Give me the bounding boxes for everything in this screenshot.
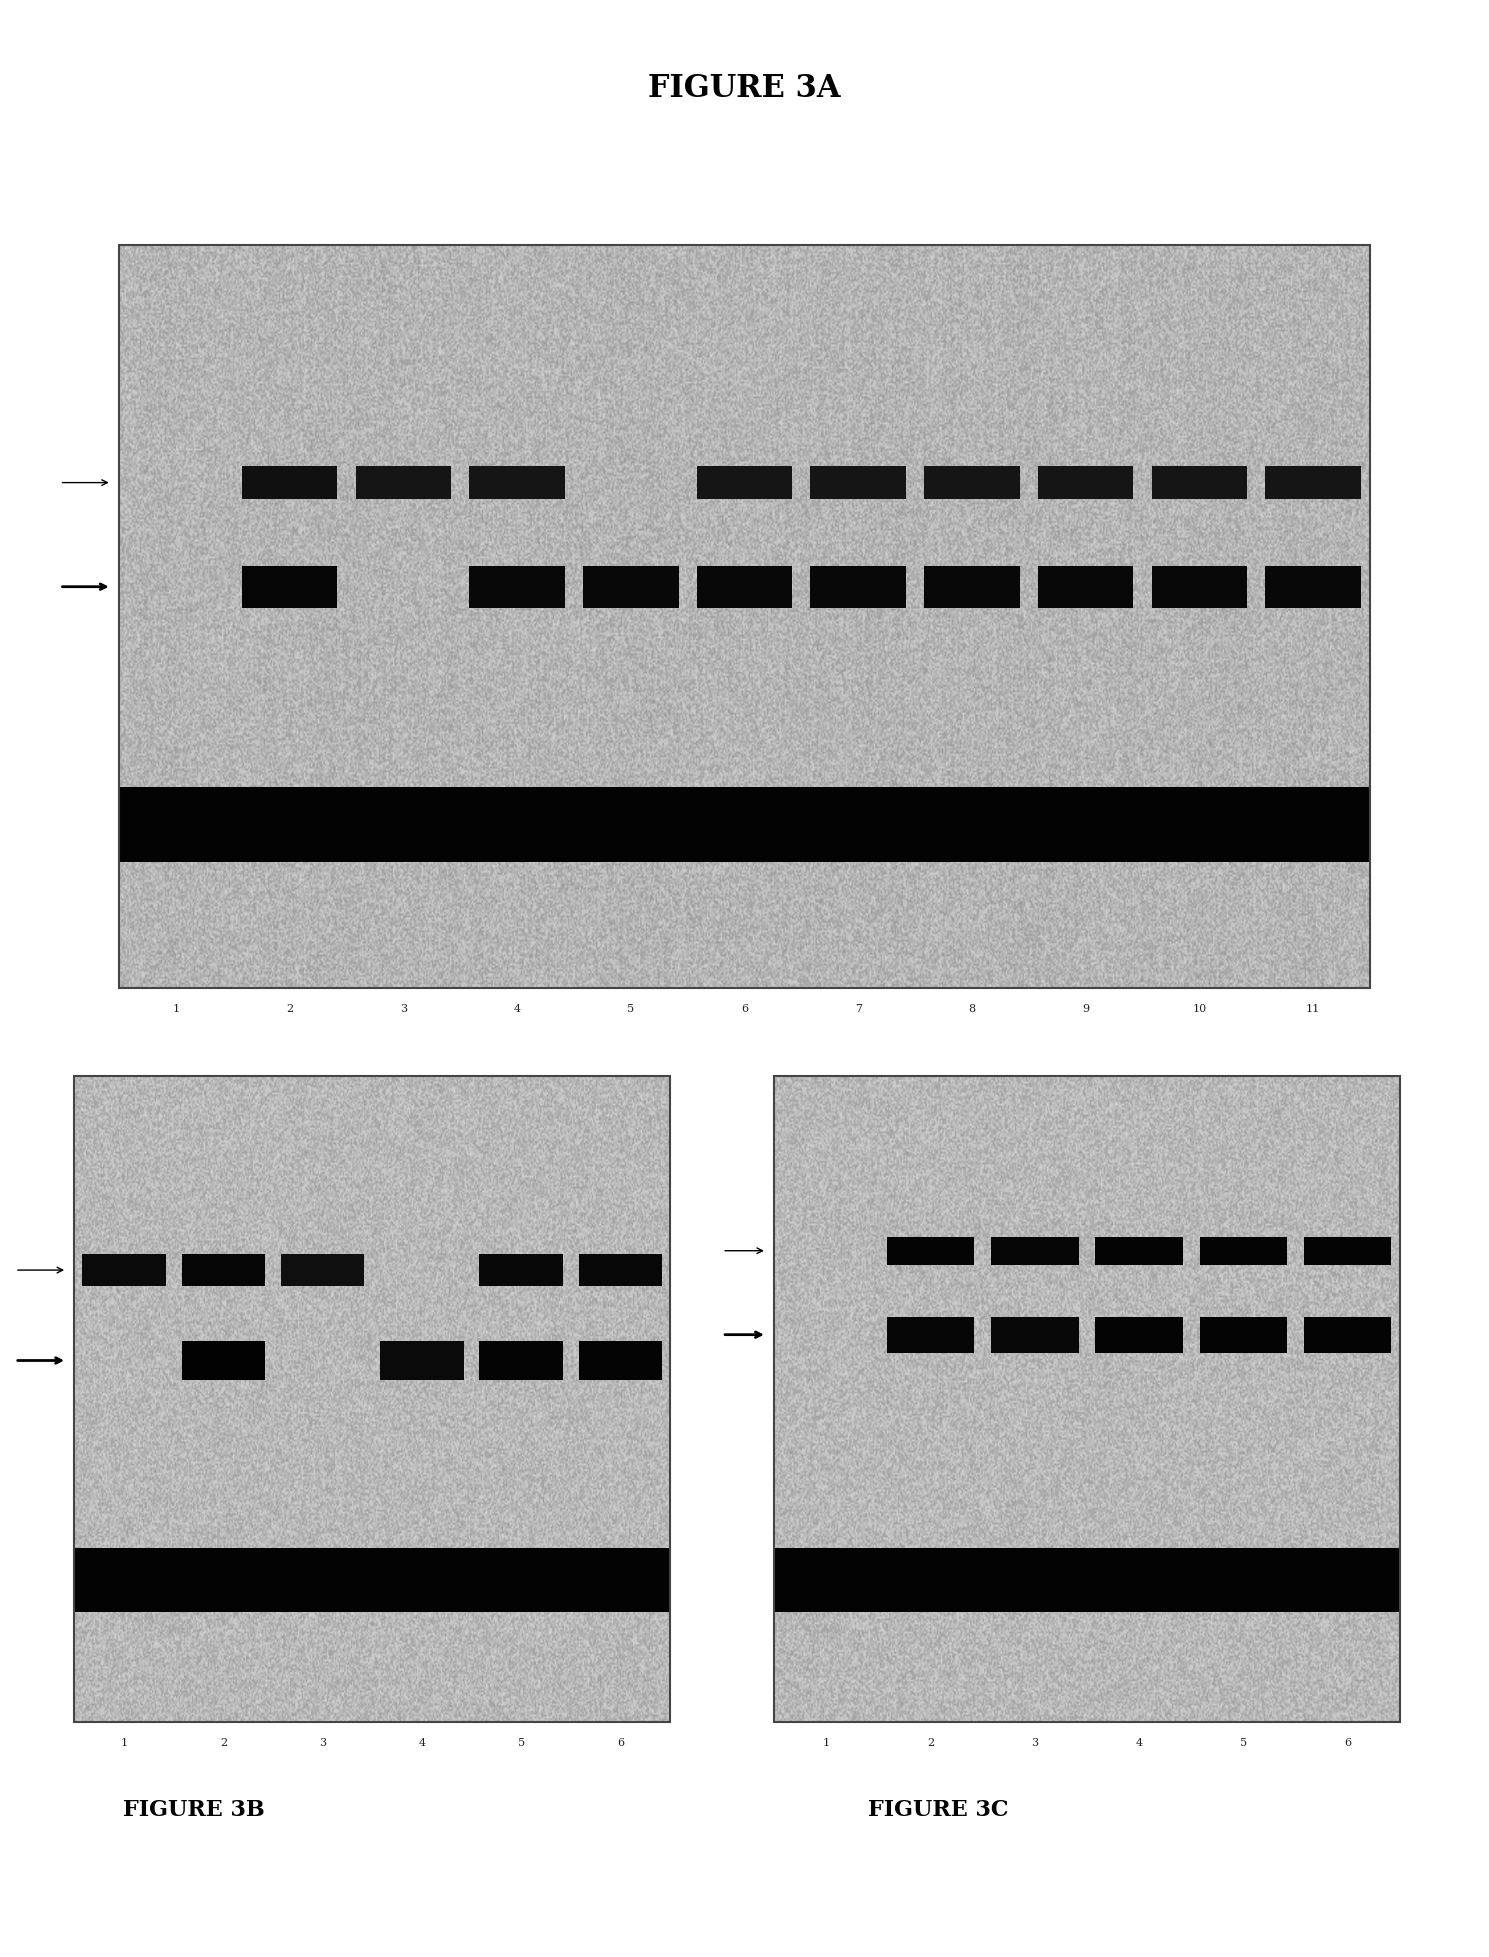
Bar <box>479 1341 563 1380</box>
Bar <box>810 566 905 607</box>
Text: 5: 5 <box>627 1004 634 1014</box>
Bar <box>584 566 679 607</box>
Bar <box>479 1254 563 1286</box>
Text: 1: 1 <box>121 1738 128 1748</box>
Bar <box>119 245 1370 988</box>
Bar <box>697 466 792 499</box>
Bar <box>182 1341 265 1380</box>
Bar <box>697 566 792 607</box>
Bar <box>119 787 1370 861</box>
Bar <box>74 1548 670 1613</box>
Bar <box>74 1076 670 1722</box>
Text: 8: 8 <box>968 1004 975 1014</box>
Bar <box>992 1237 1078 1264</box>
Bar <box>281 1254 365 1286</box>
Text: FIGURE 3A: FIGURE 3A <box>648 72 841 104</box>
Text: 2: 2 <box>220 1738 226 1748</box>
Bar <box>992 1317 1078 1352</box>
Bar <box>1096 1237 1182 1264</box>
Bar <box>1304 1237 1391 1264</box>
Text: 4: 4 <box>1136 1738 1142 1748</box>
Bar <box>469 566 564 607</box>
Bar <box>182 1254 265 1286</box>
Bar <box>1151 566 1248 607</box>
Text: 11: 11 <box>1306 1004 1321 1014</box>
Text: 5: 5 <box>1240 1738 1246 1748</box>
Text: FIGURE 3B: FIGURE 3B <box>122 1798 265 1822</box>
Text: 3: 3 <box>401 1004 406 1014</box>
Text: 10: 10 <box>1193 1004 1206 1014</box>
Text: 1: 1 <box>823 1738 829 1748</box>
Text: 2: 2 <box>286 1004 293 1014</box>
Bar <box>774 1076 1400 1722</box>
Bar <box>887 1237 974 1264</box>
Bar <box>380 1341 463 1380</box>
Bar <box>1200 1317 1286 1352</box>
Text: 7: 7 <box>855 1004 862 1014</box>
Bar <box>1096 1317 1182 1352</box>
Bar <box>887 1317 974 1352</box>
Bar <box>1151 466 1248 499</box>
Text: 6: 6 <box>616 1738 624 1748</box>
Text: 2: 2 <box>928 1738 934 1748</box>
Text: 4: 4 <box>514 1004 521 1014</box>
Bar <box>579 1341 663 1380</box>
Bar <box>1304 1317 1391 1352</box>
Bar <box>774 1548 1400 1613</box>
Text: 5: 5 <box>518 1738 524 1748</box>
Text: 6: 6 <box>1345 1738 1351 1748</box>
Text: 3: 3 <box>1032 1738 1038 1748</box>
Text: 1: 1 <box>173 1004 180 1014</box>
Bar <box>925 566 1020 607</box>
Text: 9: 9 <box>1083 1004 1088 1014</box>
Bar <box>241 466 338 499</box>
Bar <box>810 466 905 499</box>
Text: 6: 6 <box>742 1004 747 1014</box>
Bar <box>579 1254 663 1286</box>
Bar <box>469 466 564 499</box>
Bar <box>82 1254 165 1286</box>
Bar <box>356 466 451 499</box>
Text: 4: 4 <box>418 1738 426 1748</box>
Text: FIGURE 3C: FIGURE 3C <box>868 1798 1008 1822</box>
Bar <box>1266 566 1361 607</box>
Bar <box>1038 466 1133 499</box>
Bar <box>925 466 1020 499</box>
Bar <box>1038 566 1133 607</box>
Text: 3: 3 <box>319 1738 326 1748</box>
Bar <box>1266 466 1361 499</box>
Bar <box>1200 1237 1286 1264</box>
Bar <box>241 566 338 607</box>
